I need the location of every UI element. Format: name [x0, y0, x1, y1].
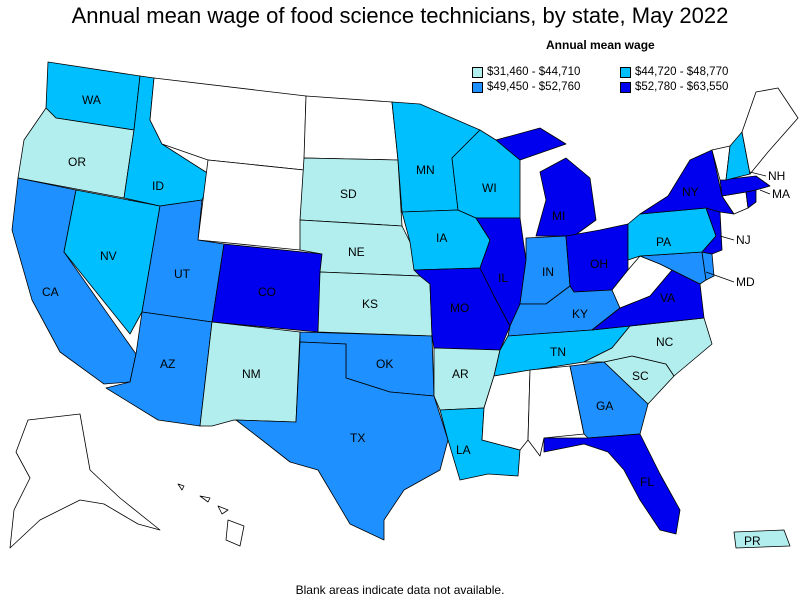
label-NE: NE: [348, 245, 365, 259]
label-KS: KS: [362, 297, 378, 311]
label-IL: IL: [498, 271, 508, 285]
state-ND[interactable]: [303, 95, 399, 161]
legend-label-3: $49,450 - $52,760: [487, 81, 581, 93]
legend-item-2: $44,720 - $48,770: [620, 66, 728, 78]
state-MA[interactable]: [719, 175, 771, 197]
label-FL: FL: [640, 475, 654, 489]
label-LA: LA: [456, 443, 471, 457]
label-SC: SC: [632, 369, 649, 383]
legend-label-2: $44,720 - $48,770: [635, 66, 729, 78]
footer-note: Blank areas indicate data not available.: [295, 583, 505, 597]
label-MA: MA: [772, 187, 790, 201]
label-VA: VA: [660, 291, 675, 305]
label-GA: GA: [596, 399, 613, 413]
label-MO: MO: [450, 301, 469, 315]
map-title: Annual mean wage of food science technic…: [71, 3, 729, 28]
state-AK[interactable]: [9, 413, 161, 549]
label-NY: NY: [682, 185, 699, 199]
label-KY: KY: [572, 307, 588, 321]
legend-swatch-1: [472, 66, 483, 78]
state-TX[interactable]: [235, 341, 449, 541]
label-PR: PR: [744, 534, 761, 548]
label-NM: NM: [242, 367, 261, 381]
label-OK: OK: [376, 357, 393, 371]
label-AR: AR: [452, 367, 469, 381]
label-CO: CO: [258, 285, 276, 299]
state-RI[interactable]: [745, 189, 757, 209]
label-MN: MN: [416, 163, 435, 177]
label-PA: PA: [656, 235, 671, 249]
label-OR: OR: [68, 155, 86, 169]
state-ME[interactable]: [741, 87, 799, 175]
state-NV[interactable]: [63, 189, 161, 335]
label-UT: UT: [174, 267, 191, 281]
label-TX: TX: [350, 431, 365, 445]
label-NV: NV: [100, 249, 117, 263]
label-TN: TN: [550, 345, 566, 359]
state-MI[interactable]: [495, 127, 597, 237]
label-NH: NH: [768, 169, 785, 183]
label-OH: OH: [590, 257, 608, 271]
label-MI: MI: [552, 209, 565, 223]
leader-lines: [705, 171, 771, 283]
legend-label-4: $52,780 - $63,550: [635, 81, 729, 93]
state-FL[interactable]: [543, 433, 681, 535]
label-CA: CA: [42, 285, 59, 299]
state-WI[interactable]: [451, 129, 521, 219]
state-HI[interactable]: [177, 483, 245, 547]
label-NC: NC: [656, 335, 674, 349]
legend-title: Annual mean wage: [546, 38, 655, 52]
label-IA: IA: [436, 231, 447, 245]
legend-swatch-3: [472, 81, 483, 93]
state-PR[interactable]: [733, 529, 791, 549]
label-SD: SD: [340, 187, 357, 201]
legend-item-1: $31,460 - $44,710: [472, 66, 580, 78]
legend-item-4: $52,780 - $63,550: [620, 81, 728, 93]
state-WY[interactable]: [197, 159, 305, 251]
label-NJ: NJ: [736, 233, 751, 247]
label-IN: IN: [542, 265, 554, 279]
label-ID: ID: [152, 179, 164, 193]
legend-swatch-4: [620, 81, 631, 93]
legend-item-3: $49,450 - $52,760: [472, 81, 580, 93]
label-WA: WA: [82, 93, 101, 107]
legend-label-1: $31,460 - $44,710: [487, 66, 581, 78]
legend-swatch-2: [620, 66, 631, 78]
label-WI: WI: [482, 181, 497, 195]
label-AZ: AZ: [160, 357, 175, 371]
label-MD: MD: [736, 275, 755, 289]
